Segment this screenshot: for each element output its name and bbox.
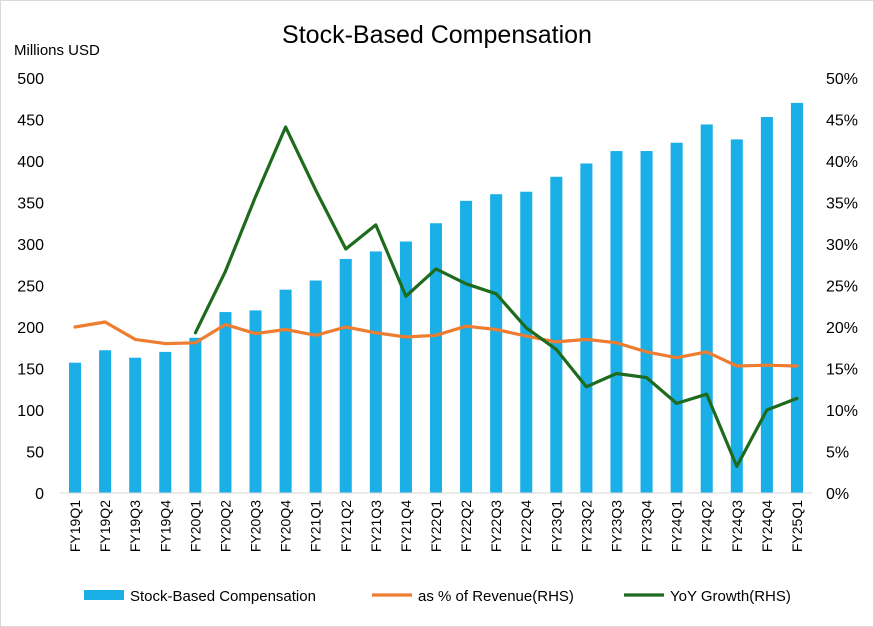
bar [550,176,563,493]
bar [610,151,623,494]
legend: Stock-Based Compensation as % of Revenue(… [84,588,791,605]
bar [640,151,653,494]
y-tick-label: 200 [17,320,44,337]
chart-title: Stock-Based Compensation [282,21,592,49]
y-tick-label: 0 [35,486,44,503]
x-tick-label: FY24Q2 [699,500,715,552]
x-tick-label: FY24Q3 [729,500,745,552]
y2-tick-label: 50% [826,71,858,88]
series-line [193,125,799,468]
bar [249,310,262,493]
line-series [73,125,799,468]
bar [700,124,713,493]
y-tick-label: 400 [17,154,44,171]
x-tick-label: FY24Q4 [759,500,775,552]
y-tick-label: 450 [17,113,44,130]
y2-tick-label: 30% [826,237,858,254]
x-tick-label: FY20Q4 [278,500,294,552]
x-tick-label: FY21Q1 [308,500,324,552]
x-tick-label: FY20Q2 [217,500,233,552]
x-tick-label: FY21Q2 [338,500,354,552]
x-tick-label: FY19Q1 [67,500,83,552]
y2-tick-label: 15% [826,362,858,379]
y2-tick-label: 35% [826,196,858,213]
bar [129,357,142,493]
x-tick-label: FY22Q2 [458,500,474,552]
x-tick-label: FY25Q1 [789,500,805,552]
legend-label: Stock-Based Compensation [130,588,316,605]
series-line [73,320,799,368]
bar [309,280,322,493]
bar [429,223,443,493]
x-tick-label: FY23Q2 [578,500,594,552]
x-tick-label: FY20Q1 [187,500,203,552]
x-tick-label: FY19Q3 [127,500,143,552]
y2-tick-label: 10% [826,403,858,420]
y2-tick-label: 45% [826,113,858,130]
x-tick-label: FY22Q1 [428,500,444,552]
bar [339,258,352,493]
legend-label: YoY Growth(RHS) [670,588,791,605]
x-tick-label: FY23Q1 [548,500,564,552]
bar [369,251,382,493]
bar [460,200,473,493]
y2-tick-label: 40% [826,154,858,171]
bar [279,289,292,493]
y-tick-label: 50 [26,445,44,462]
bar [219,312,232,493]
x-tick-label: FY21Q3 [368,500,384,552]
x-tick-label: FY23Q4 [639,500,655,552]
x-tick-label: FY19Q2 [97,500,113,552]
left-axis-ticks: 0 50 100 150 200 250 300 350 400 450 500 [17,71,44,503]
bar [730,139,743,494]
bar [69,362,82,493]
x-tick-label: FY20Q3 [248,500,264,552]
bar [790,102,803,494]
x-tick-label: FY23Q3 [608,500,624,552]
y2-tick-label: 20% [826,320,858,337]
bar [580,163,593,494]
x-tick-label: FY22Q4 [518,500,534,552]
bar [399,241,412,493]
x-tick-label: FY21Q4 [398,500,414,552]
y-tick-label: 300 [17,237,44,254]
x-tick-label: FY24Q1 [669,500,685,552]
y-tick-label: 350 [17,196,44,213]
bar [189,337,202,493]
y-tick-label: 500 [17,71,44,88]
y-axis-label: Millions USD [14,42,100,59]
bar [99,350,112,493]
right-axis-ticks: 0% 5% 10% 15% 20% 25% 30% 35% 40% 45% 50% [826,71,858,503]
legend-swatch [84,590,124,600]
y2-tick-label: 0% [826,486,849,503]
bar-series [69,102,803,494]
y-tick-label: 150 [17,362,44,379]
y-tick-label: 250 [17,279,44,296]
y-tick-label: 100 [17,403,44,420]
y2-tick-label: 5% [826,445,849,462]
x-axis-ticks: FY19Q1 FY19Q2 FY19Q3 FY19Q4 FY20Q1 FY20Q2 FY20… [67,500,805,552]
y2-tick-label: 25% [826,279,858,296]
bar [760,117,773,493]
legend-label: as % of Revenue(RHS) [418,588,574,605]
x-tick-label: FY22Q3 [488,500,504,552]
x-tick-label: FY19Q4 [157,500,173,552]
bar [490,194,503,493]
bar [159,351,172,493]
bar [520,191,533,493]
bar [670,142,683,494]
